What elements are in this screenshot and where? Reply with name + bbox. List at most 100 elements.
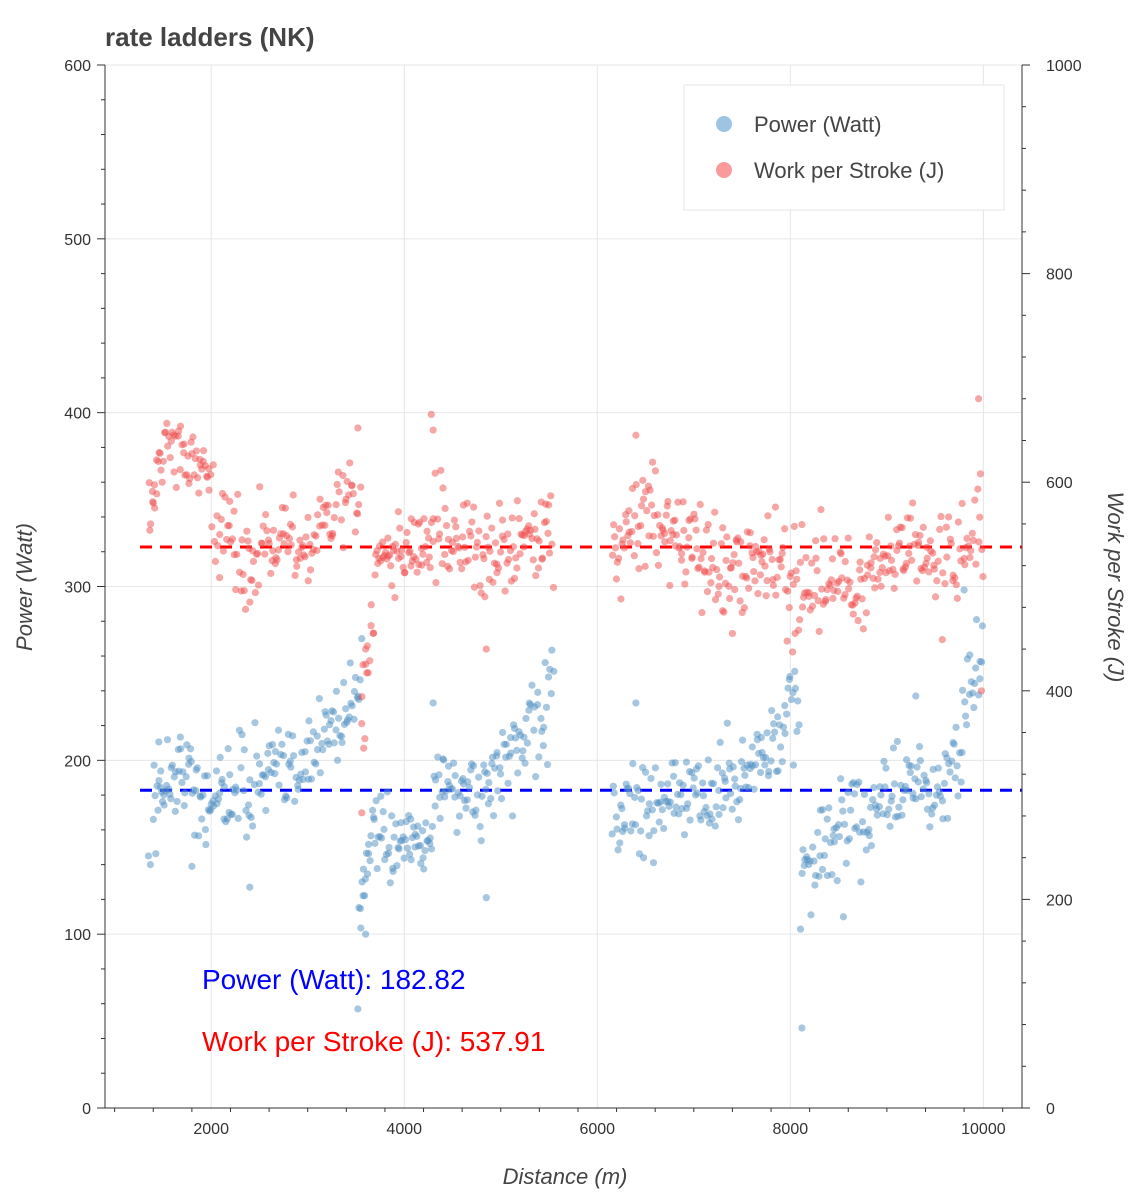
power-point	[666, 798, 674, 806]
work-point	[398, 546, 406, 554]
power-point	[316, 769, 324, 777]
x-axis-label: Distance (m)	[503, 1164, 628, 1189]
work-point	[510, 574, 519, 583]
power-point	[850, 790, 859, 798]
power-point	[278, 740, 286, 748]
power-point	[912, 692, 920, 700]
power-point	[634, 786, 642, 795]
work-point	[810, 591, 819, 600]
work-point	[394, 508, 403, 516]
work-point	[632, 431, 640, 439]
work-point	[666, 537, 674, 545]
power-point	[774, 767, 782, 775]
work-point	[961, 561, 969, 569]
work-point	[192, 447, 201, 455]
power-point	[462, 804, 470, 812]
work-point	[646, 486, 654, 494]
work-point	[154, 457, 162, 466]
power-point	[359, 865, 368, 873]
power-point	[926, 823, 934, 831]
power-point	[715, 786, 723, 795]
power-point	[682, 758, 691, 766]
work-point	[778, 549, 786, 558]
work-point	[488, 524, 496, 532]
work-point	[441, 550, 449, 559]
power-point	[761, 761, 769, 769]
work-point	[796, 616, 804, 624]
power-point	[770, 720, 778, 728]
data-points	[144, 395, 987, 1032]
power-point	[272, 760, 281, 768]
power-point	[880, 757, 888, 765]
work-point	[802, 554, 810, 562]
power-point	[248, 822, 257, 830]
power-point	[320, 725, 328, 733]
power-point	[893, 737, 901, 746]
power-point	[354, 1005, 362, 1013]
work-point	[348, 482, 356, 490]
power-point	[436, 814, 444, 823]
work-point	[293, 562, 301, 570]
power-point	[915, 742, 924, 751]
annotation-power-mean: Power (Watt): 182.82	[202, 964, 466, 995]
power-point	[852, 823, 861, 831]
power-point	[168, 761, 176, 769]
work-point	[439, 484, 447, 492]
work-point	[504, 530, 512, 538]
power-point	[420, 865, 428, 873]
work-point	[314, 511, 322, 519]
work-point	[639, 495, 648, 503]
power-point	[539, 742, 547, 750]
power-point	[689, 784, 697, 792]
work-point	[516, 550, 524, 558]
work-point	[482, 533, 490, 541]
y2-tick-label: 400	[1046, 684, 1073, 701]
work-point	[265, 539, 273, 548]
work-point	[232, 585, 240, 594]
work-point	[719, 524, 727, 532]
work-point	[455, 544, 463, 552]
work-point	[722, 556, 730, 565]
power-point	[769, 734, 777, 742]
work-point	[354, 424, 362, 432]
work-point	[793, 575, 801, 583]
power-point	[380, 825, 388, 833]
work-point	[890, 584, 898, 592]
work-point	[367, 601, 375, 609]
work-point	[826, 581, 834, 589]
power-point	[547, 689, 555, 698]
work-point	[467, 532, 475, 540]
work-point	[296, 536, 304, 544]
work-point	[709, 539, 718, 547]
work-point	[763, 577, 771, 585]
work-point	[845, 585, 853, 593]
power-point	[214, 795, 223, 803]
work-point	[855, 566, 864, 574]
power-point	[483, 769, 491, 777]
work-point	[258, 539, 266, 548]
work-point	[208, 523, 216, 531]
work-point	[421, 543, 430, 551]
power-point	[669, 772, 678, 780]
work-point	[790, 522, 798, 531]
work-point	[239, 570, 247, 579]
power-point	[690, 774, 698, 782]
work-point	[956, 545, 964, 553]
power-point	[903, 786, 911, 795]
work-point	[226, 497, 234, 505]
power-point	[697, 816, 705, 824]
work-point	[360, 744, 368, 752]
power-point	[372, 797, 380, 805]
work-point	[463, 499, 471, 507]
power-point	[366, 857, 374, 865]
work-point	[871, 584, 879, 592]
power-point	[835, 832, 843, 841]
power-point	[719, 804, 727, 812]
work-point	[750, 567, 758, 576]
work-point	[751, 577, 759, 585]
power-point	[902, 756, 911, 764]
power-point	[362, 930, 370, 938]
work-point	[274, 546, 282, 554]
work-point	[269, 526, 278, 534]
power-point	[242, 833, 251, 841]
